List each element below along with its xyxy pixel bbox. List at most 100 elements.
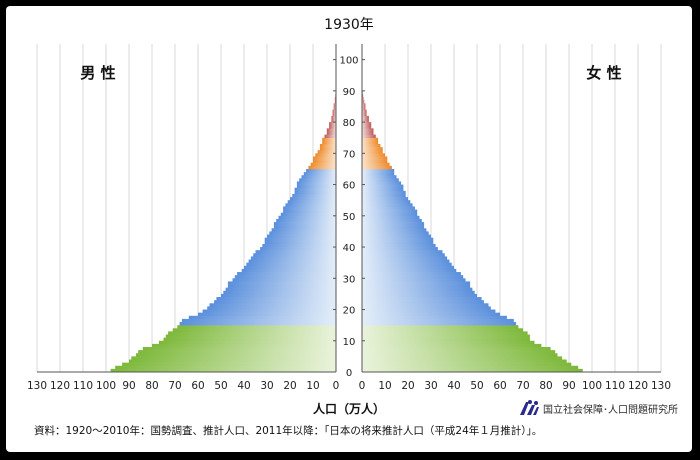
female-bar-age-43 <box>362 234 431 238</box>
male-bar-age-4 <box>131 356 336 360</box>
x-tick-label: 60 <box>191 380 204 392</box>
male-bar-age-50 <box>280 212 336 217</box>
male-bar-age-45 <box>271 228 336 232</box>
male-bar-age-53 <box>285 203 336 207</box>
female-bar-age-11 <box>362 334 530 338</box>
male-bar-age-55 <box>290 197 336 201</box>
female-bar-age-23 <box>362 297 482 301</box>
y-tick-label: 100 <box>339 56 358 67</box>
male-bar-age-1 <box>115 365 336 370</box>
male-bar-age-49 <box>278 215 336 220</box>
male-bar-age-3 <box>129 359 336 363</box>
x-tick-label: 120 <box>628 380 648 392</box>
female-bar-age-82 <box>362 112 367 117</box>
male-bar-age-25 <box>223 290 336 295</box>
male-bar-age-68 <box>313 156 336 160</box>
female-bar-age-19 <box>362 309 496 313</box>
male-bar-age-32 <box>241 268 336 273</box>
male-bar-age-57 <box>294 190 336 195</box>
chart-title: 1930年 <box>324 17 374 33</box>
male-bar-age-82 <box>332 112 336 117</box>
female-bar-age-64 <box>362 168 395 173</box>
female-bar-age-65 <box>362 165 392 170</box>
female-bar-age-5 <box>362 353 558 357</box>
x-tick-label: 30 <box>424 380 437 392</box>
female-bar-age-54 <box>362 200 411 204</box>
female-bar-age-17 <box>362 315 507 320</box>
x-tick-label: 110 <box>605 380 625 392</box>
female-bar-age-45 <box>362 228 427 232</box>
y-tick-label: 10 <box>343 337 356 348</box>
male-bar-age-31 <box>237 272 336 276</box>
x-tick-label: 130 <box>27 380 47 392</box>
x-axis-label: 人口（万人） <box>313 401 385 416</box>
x-tick-label: 120 <box>50 380 70 392</box>
male-bar-age-54 <box>287 200 336 204</box>
x-tick-label: 0 <box>333 380 340 392</box>
male-bar-age-18 <box>198 312 336 317</box>
male-bar-age-56 <box>292 193 336 198</box>
x-tick-label: 60 <box>493 380 506 392</box>
female-bar-age-13 <box>362 328 523 332</box>
female-bar-age-14 <box>362 325 519 329</box>
x-tick-label: 80 <box>539 380 552 392</box>
female-bar-age-16 <box>362 318 514 323</box>
male-bar-age-38 <box>255 250 336 254</box>
female-bar-age-70 <box>362 150 383 154</box>
female-bar-age-47 <box>362 222 425 226</box>
male-bar-age-5 <box>135 353 336 357</box>
male-bar-age-29 <box>232 278 336 282</box>
male-bar-age-37 <box>253 253 336 257</box>
female-bar-age-75 <box>362 134 376 139</box>
male-bar-age-39 <box>260 247 336 251</box>
male-bar-age-19 <box>202 309 336 313</box>
male-bar-age-33 <box>244 265 336 270</box>
female-bar-age-80 <box>362 118 369 123</box>
female-bar-age-34 <box>362 262 452 267</box>
male-bar-age-76 <box>326 131 336 135</box>
female-bar-age-84 <box>362 106 366 110</box>
female-bar-age-48 <box>362 218 422 223</box>
y-tick-label: 70 <box>343 149 356 160</box>
female-bar-age-0 <box>362 368 583 373</box>
male-bar-age-44 <box>269 231 336 235</box>
female-bar-age-18 <box>362 312 500 317</box>
female-bar-age-72 <box>362 143 381 148</box>
x-tick-label: 100 <box>582 380 602 392</box>
female-bar-age-79 <box>362 122 372 126</box>
male-bar-age-61 <box>299 178 336 182</box>
male-bar-age-9 <box>158 340 336 345</box>
female-bar-age-9 <box>362 340 535 345</box>
x-tick-label: 10 <box>306 380 319 392</box>
male-bar-age-47 <box>273 222 336 226</box>
male-bar-age-12 <box>168 331 336 335</box>
x-tick-label: 40 <box>237 380 250 392</box>
female-bar-age-53 <box>362 203 413 207</box>
male-bar-age-69 <box>315 153 336 157</box>
female-bar-age-31 <box>362 272 461 276</box>
male-bar-age-28 <box>227 281 336 285</box>
male-bar-age-42 <box>264 237 336 242</box>
male-bar-age-71 <box>319 147 336 151</box>
y-tick-label: 0 <box>346 368 352 379</box>
female-bar-age-38 <box>362 250 443 254</box>
male-bar-age-79 <box>329 122 336 126</box>
female-bar-age-50 <box>362 212 418 217</box>
female-bar-age-24 <box>362 293 477 298</box>
female-bar-age-77 <box>362 128 374 132</box>
x-tick-label: 70 <box>168 380 181 392</box>
male-bar-age-6 <box>138 350 336 354</box>
female-bar-age-86 <box>362 100 365 104</box>
female-bar-age-60 <box>362 181 402 185</box>
female-bar-age-41 <box>362 240 434 245</box>
axes <box>37 44 661 373</box>
female-bar-age-12 <box>362 331 528 335</box>
x-tick-label: 50 <box>214 380 227 392</box>
female-bar-age-7 <box>362 347 551 351</box>
male-bar-age-15 <box>179 322 336 326</box>
female-bar-age-33 <box>362 265 454 270</box>
female-bar-age-73 <box>362 140 379 145</box>
ipss-logo-text: 国立社会保障･人口問題研究所 <box>543 404 678 416</box>
y-tick-label: 20 <box>343 306 356 317</box>
female-bar-age-57 <box>362 190 406 195</box>
